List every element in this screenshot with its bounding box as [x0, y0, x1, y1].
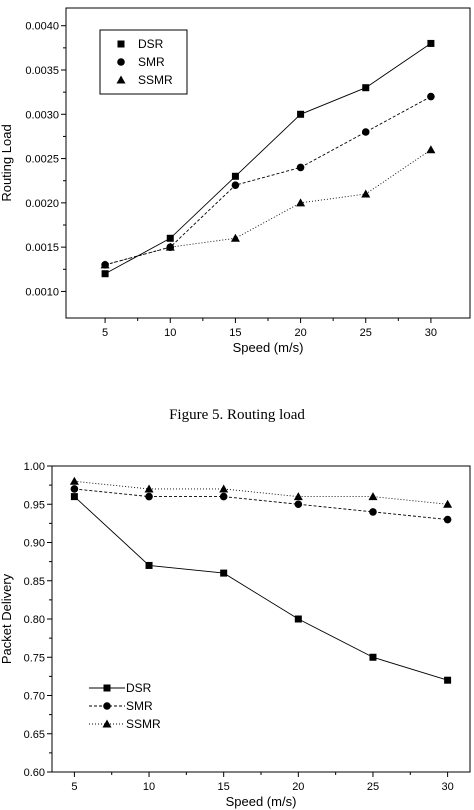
fig6-legend-marker-smr	[103, 702, 111, 710]
fig6-point-dsr	[145, 561, 153, 569]
fig6-legend-label-ssmr: SSMR	[126, 717, 161, 731]
fig6-point-smr	[70, 485, 79, 493]
fig6-point-ssmr	[443, 499, 453, 508]
fig5-ytick-label: 0.0020	[25, 198, 59, 210]
fig6-legend-marker-ssmr	[102, 719, 112, 728]
fig5-legend-box	[99, 29, 188, 95]
fig6-series-line-dsr	[74, 496, 448, 681]
fig6-point-smr	[219, 492, 228, 501]
fig6-xtick-label: 5	[71, 781, 77, 793]
fig6-x-axis-label: Speed (m/s)	[226, 794, 297, 809]
fig5-point-dsr	[166, 234, 174, 242]
figure-5-caption: Figure 5. Routing load	[169, 407, 305, 423]
fig5-point-ssmr	[230, 233, 240, 242]
fig6-xtick-label: 20	[292, 781, 304, 793]
fig5-xtick-label: 20	[294, 327, 306, 339]
fig5-xtick-label: 15	[229, 327, 241, 339]
fig6-ytick-label: 0.75	[24, 652, 45, 664]
fig6-ytick-label: 0.90	[24, 538, 45, 550]
fig5-ytick-label: 0.0015	[25, 242, 59, 254]
fig5-xtick-label: 10	[164, 327, 176, 339]
fig5-ytick-label: 0.0035	[25, 65, 59, 77]
fig6-ytick-label: 0.65	[24, 729, 45, 741]
fig5-ytick-label: 0.0010	[25, 286, 59, 298]
fig5-point-ssmr	[361, 189, 371, 198]
fig5-xtick-label: 5	[102, 327, 108, 339]
fig6-y-axis-label: Packet Delivery	[0, 573, 14, 664]
fig5-legend-marker-smr	[117, 58, 125, 66]
fig5-legend-label-ssmr: SSMR	[138, 73, 173, 87]
fig6-point-ssmr	[293, 492, 303, 501]
fig6-legend-marker-dsr	[103, 684, 111, 692]
fig5-point-smr	[361, 128, 370, 136]
fig6-ytick-label: 0.80	[24, 614, 45, 626]
fig5-point-ssmr	[426, 145, 436, 154]
fig6-point-dsr	[294, 615, 302, 623]
fig5-point-smr	[231, 181, 240, 189]
fig5-legend-marker-ssmr	[116, 75, 126, 84]
fig5-point-dsr	[231, 172, 239, 180]
fig5-legend-label-smr: SMR	[138, 55, 165, 69]
fig6-point-smr	[443, 515, 452, 524]
fig6-legend-label-smr: SMR	[126, 699, 153, 713]
fig6-ytick-label: 1.00	[24, 461, 45, 473]
fig5-legend-label-dsr: DSR	[138, 37, 164, 51]
routing-load-chart: 0.0010 0.0015 0.0020 0.0025 0.0030 0.0035 0.00…	[0, 7, 471, 355]
fig5-series-line-dsr	[104, 43, 432, 275]
fig6-xtick-label: 10	[143, 781, 155, 793]
fig5-ytick-label: 0.0040	[25, 21, 59, 33]
packet-delivery-chart: 0.60 0.65 0.70 0.75 0.80 0.85 0.90 0.95 1.00 5 10 1…	[0, 461, 471, 809]
fig6-point-dsr	[369, 653, 377, 661]
fig6-series-line-smr	[74, 488, 448, 520]
fig5-point-ssmr	[296, 198, 306, 207]
fig6-point-smr	[145, 492, 153, 501]
fig6-ytick-label: 0.95	[24, 499, 45, 511]
fig6-ytick-label: 0.85	[24, 576, 45, 588]
fig6-point-ssmr	[219, 484, 229, 493]
fig5-point-ssmr	[165, 242, 175, 251]
fig5-point-dsr	[362, 84, 370, 92]
fig5-ytick-label: 0.0025	[25, 154, 59, 166]
fig6-point-dsr	[70, 493, 78, 501]
fig5-xtick-label: 25	[360, 327, 372, 339]
fig6-ytick-label: 0.70	[24, 691, 45, 703]
fig6-point-smr	[369, 508, 377, 516]
fig6-point-ssmr	[368, 492, 378, 501]
fig5-x-axis-label: Speed (m/s)	[233, 340, 304, 355]
fig6-point-smr	[294, 500, 303, 509]
fig6-xtick-label: 15	[218, 781, 230, 793]
fig6-point-dsr	[444, 676, 452, 684]
fig6-point-dsr	[220, 569, 228, 577]
fig5-xtick-label: 30	[425, 327, 437, 339]
fig5-y-axis-label: Routing Load	[0, 124, 14, 201]
fig5-point-smr	[296, 163, 305, 172]
fig5-point-ssmr	[100, 260, 110, 269]
fig5-point-dsr	[297, 110, 305, 118]
fig6-legend-label-dsr: DSR	[126, 681, 152, 695]
fig6-xtick-label: 25	[367, 781, 379, 793]
fig5-legend-marker-dsr	[117, 40, 125, 48]
fig5-ytick-label: 0.0030	[25, 109, 59, 121]
fig5-point-dsr	[427, 39, 435, 47]
fig6-xtick-label: 30	[441, 781, 453, 793]
fig5-series-line-smr	[104, 96, 432, 266]
fig6-plot-frame	[51, 465, 471, 773]
fig6-ytick-label: 0.60	[24, 767, 45, 779]
fig6-point-ssmr	[144, 484, 154, 493]
fig6-point-ssmr	[69, 476, 79, 485]
fig5-point-smr	[427, 92, 435, 101]
fig5-point-dsr	[101, 270, 109, 278]
